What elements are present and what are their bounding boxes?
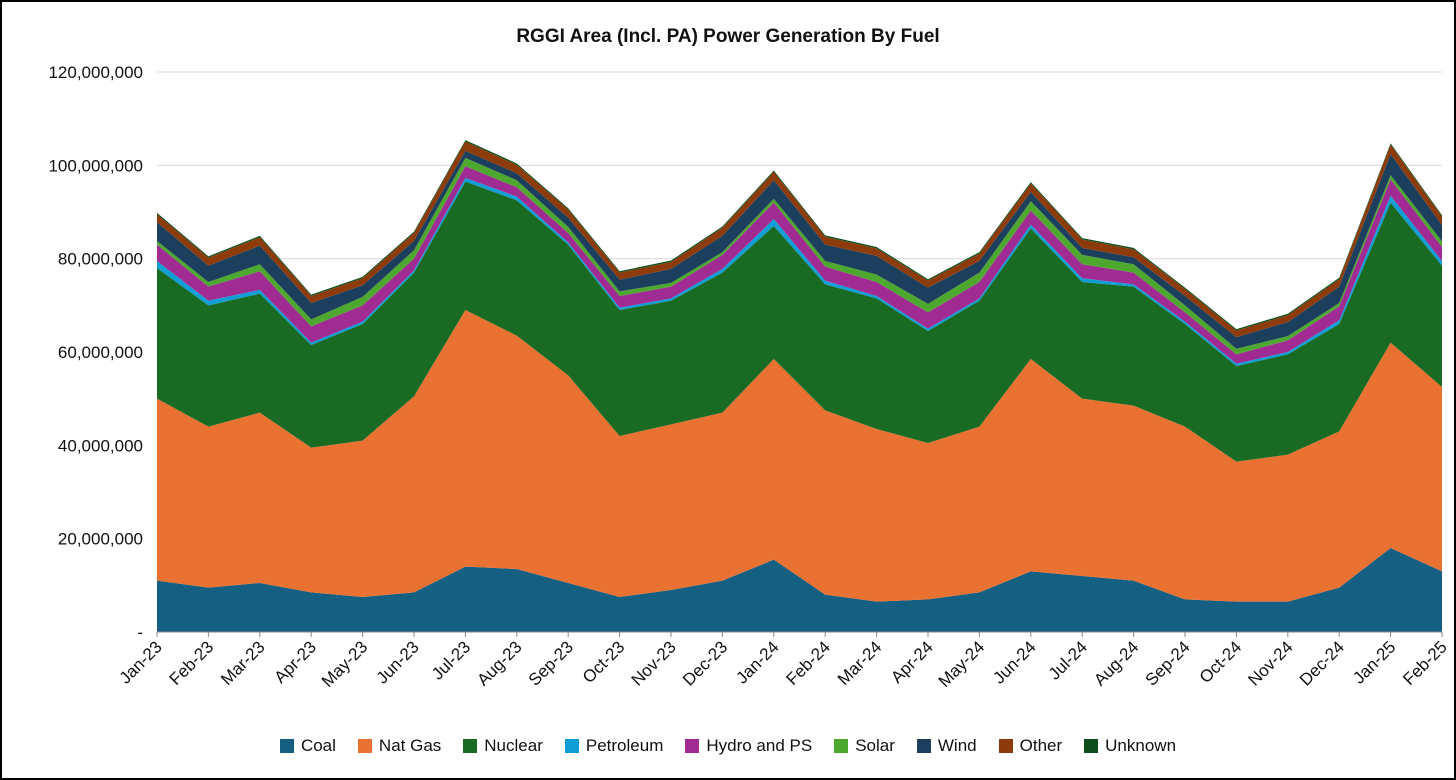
legend-item-hydro-and-ps: Hydro and PS (685, 736, 812, 756)
y-axis-tick-label: 40,000,000 (58, 436, 143, 455)
area-series-coal (157, 548, 1442, 632)
legend-label: Solar (855, 736, 895, 755)
x-axis-tick-label: Dec-24 (1296, 637, 1348, 689)
legend-swatch-icon (834, 739, 849, 753)
x-axis-tick-label: Nov-23 (628, 637, 680, 689)
x-axis-tick-label: May-23 (318, 637, 372, 691)
legend-label: Hydro and PS (706, 736, 813, 755)
legend-label: Nat Gas (378, 736, 442, 755)
x-axis-tick-label: Oct-23 (579, 637, 629, 687)
legend-item-nat-gas: Nat Gas (357, 736, 442, 756)
x-axis-tick-label: Sep-23 (525, 637, 577, 689)
x-axis-tick-label: Jan-23 (116, 637, 166, 687)
legend-swatch-icon (998, 739, 1013, 753)
legend-label: Coal (300, 736, 336, 755)
legend-item-petroleum: Petroleum (564, 736, 664, 756)
y-axis-tick-label: 100,000,000 (48, 156, 143, 175)
x-axis-tick-label: Aug-23 (473, 637, 525, 689)
area-series-other (157, 141, 1442, 338)
x-axis-tick-label: Jan-24 (732, 637, 782, 687)
legend-swatch-icon (564, 739, 579, 753)
y-axis-tick-label: 60,000,000 (58, 343, 143, 362)
legend-swatch-icon (357, 739, 372, 753)
area-series-solar (157, 157, 1442, 355)
legend-item-nuclear: Nuclear (463, 736, 543, 756)
chart-legend: Coal Nat Gas Nuclear Petroleum Hydro and PS S… (2, 736, 1454, 756)
legend-swatch-icon (279, 739, 294, 753)
y-axis-tick-label: 20,000,000 (58, 530, 143, 549)
area-series-petroleum (157, 177, 1442, 366)
legend-label: Unknown (1105, 736, 1177, 755)
x-axis-tick-label: Jun-24 (989, 637, 1039, 687)
legend-swatch-icon (1084, 739, 1099, 753)
x-axis-tick-label: Dec-23 (679, 637, 731, 689)
legend-label: Wind (937, 736, 977, 755)
x-axis-tick-label: Mar-23 (217, 637, 269, 689)
legend-label: Nuclear (484, 736, 543, 755)
area-series-nat-gas (157, 310, 1442, 602)
x-axis-tick-label: Jul-24 (1045, 637, 1091, 683)
x-axis-tick-label: Aug-24 (1090, 637, 1142, 689)
y-axis-tick-label: 120,000,000 (48, 63, 143, 82)
legend-item-unknown: Unknown (1084, 736, 1176, 756)
legend-swatch-icon (685, 739, 700, 753)
x-axis-tick-label: Apr-24 (887, 637, 937, 687)
x-axis-tick-label: Mar-24 (834, 637, 886, 689)
legend-swatch-icon (463, 739, 478, 753)
y-axis-tick-label: - (137, 623, 143, 642)
x-axis-tick-label: Jul-23 (428, 637, 474, 683)
x-axis-tick-label: May-24 (935, 637, 989, 691)
x-axis-tick-label: Nov-24 (1244, 637, 1296, 689)
legend-label: Petroleum (585, 736, 664, 755)
x-axis-tick-label: Feb-25 (1399, 637, 1451, 689)
chart-title: RGGI Area (Incl. PA) Power Generation By… (516, 26, 940, 47)
x-axis-tick-label: Oct-24 (1196, 637, 1246, 687)
legend-item-other: Other (998, 736, 1063, 756)
area-series-wind (157, 150, 1442, 349)
x-axis-tick-label: Jun-23 (373, 637, 423, 687)
x-axis-tick-label: Feb-23 (166, 637, 218, 689)
legend-item-solar: Solar (834, 736, 895, 756)
x-axis-tick-label: Sep-24 (1142, 637, 1194, 689)
x-axis-tick-label: Feb-24 (782, 637, 834, 689)
area-series-hydro-and-ps (157, 166, 1442, 364)
legend-swatch-icon (916, 739, 931, 753)
legend-item-coal: Coal (279, 736, 336, 756)
legend-label: Other (1019, 736, 1063, 755)
y-axis-tick-label: 80,000,000 (58, 250, 143, 269)
x-axis-tick-label: Apr-23 (271, 637, 321, 687)
x-axis-tick-label: Jan-25 (1349, 637, 1399, 687)
area-series-nuclear (157, 181, 1442, 462)
legend-item-wind: Wind (916, 736, 977, 756)
